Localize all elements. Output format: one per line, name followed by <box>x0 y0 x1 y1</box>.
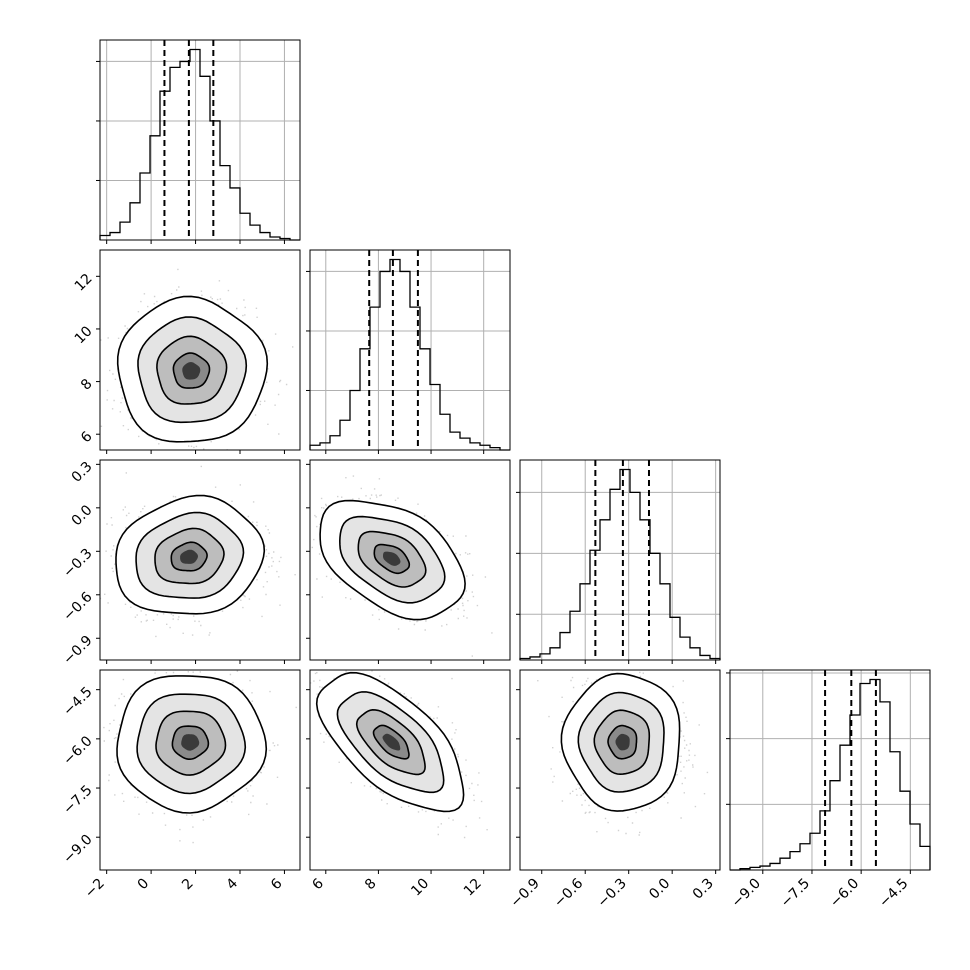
contour-line <box>372 724 410 760</box>
contour-line <box>115 494 266 615</box>
contour-line <box>319 499 466 621</box>
contour-line <box>170 541 208 572</box>
pair-panel-0-2 <box>96 459 301 664</box>
density-core <box>615 733 630 751</box>
x-tick-label: 0 <box>135 876 153 894</box>
histogram-step <box>99 48 300 241</box>
pair-panel-0-1 <box>96 249 301 454</box>
y-tick-label: 8 <box>78 376 96 394</box>
panel-frame <box>99 39 301 241</box>
contour-line <box>315 671 465 813</box>
density-core <box>182 362 201 380</box>
panel-frame <box>99 459 301 661</box>
y-tick-label: 0.3 <box>69 459 96 486</box>
contour-line <box>172 352 211 389</box>
histogram-step <box>730 678 931 871</box>
contour-line <box>338 515 446 604</box>
contour-line <box>336 691 445 794</box>
y-tick-label: 0.0 <box>69 502 96 529</box>
x-tick-label: −0.6 <box>551 875 586 910</box>
contour-line <box>136 693 247 795</box>
panel-frame <box>99 249 301 451</box>
x-tick-label: 10 <box>408 876 432 900</box>
marginal-panel-1 <box>306 249 511 454</box>
contour-line <box>154 527 225 585</box>
density-core <box>383 551 401 566</box>
panel-frame <box>729 669 931 871</box>
x-tick-label: 8 <box>362 876 380 894</box>
pair-panel-1-2 <box>306 459 511 664</box>
x-tick-label: −6.0 <box>827 876 862 911</box>
panel-frame <box>519 459 721 661</box>
panel-frame <box>309 249 511 451</box>
x-tick-label: 0.0 <box>646 876 673 903</box>
pair-panel-0-3 <box>96 669 301 874</box>
contour-line <box>373 543 411 575</box>
contour-line <box>135 511 245 599</box>
pair-content <box>100 465 296 638</box>
panel-frame <box>519 669 721 871</box>
contour-line <box>593 709 651 776</box>
y-tick-label: −0.9 <box>60 633 95 668</box>
y-tick-label: 10 <box>72 323 96 347</box>
pair-content <box>100 268 294 450</box>
density-core <box>180 549 198 564</box>
density-core <box>382 733 401 751</box>
contour-line <box>355 708 426 776</box>
contour-line <box>607 724 638 760</box>
x-tick-label: 6 <box>268 875 286 893</box>
histogram-step <box>309 258 510 451</box>
contour-line <box>155 710 227 776</box>
x-tick-label: −2 <box>82 876 108 902</box>
x-tick-label: −4.5 <box>876 876 911 911</box>
x-tick-label: 12 <box>461 876 485 900</box>
pair-content <box>103 670 297 844</box>
contour-line <box>137 316 248 424</box>
panel-frame <box>99 669 301 871</box>
contour-line <box>560 672 681 812</box>
pair-content <box>310 670 488 839</box>
contour-line <box>171 725 210 760</box>
marginal-panel-3 <box>726 669 931 874</box>
pair-content <box>537 670 709 836</box>
x-tick-label: −7.5 <box>778 876 813 911</box>
y-tick-label: −0.3 <box>60 546 95 581</box>
y-tick-label: −7.5 <box>60 782 95 817</box>
x-tick-label: 2 <box>179 876 197 894</box>
panel-frame <box>309 459 511 661</box>
pair-content <box>311 475 493 657</box>
pair-panel-1-3 <box>306 669 511 874</box>
y-tick-label: −6.0 <box>60 733 95 768</box>
panel-frame <box>309 669 511 871</box>
x-tick-label: −9.0 <box>729 876 764 911</box>
marginal-panel-2 <box>516 459 721 664</box>
pair-panel-2-3 <box>516 669 721 874</box>
contour-line <box>156 335 228 405</box>
x-tick-label: −0.9 <box>508 876 543 911</box>
histogram-step <box>519 468 721 660</box>
x-tick-label: 4 <box>224 875 242 893</box>
y-tick-label: −0.6 <box>60 589 95 624</box>
y-tick-label: 6 <box>78 428 96 446</box>
x-tick-label: 6 <box>309 875 327 893</box>
contour-line <box>116 295 269 443</box>
contour-line <box>577 691 665 793</box>
y-tick-label: −4.5 <box>60 684 95 719</box>
x-tick-label: −0.3 <box>595 876 630 911</box>
contour-line <box>357 530 427 588</box>
y-tick-label: 12 <box>72 271 96 295</box>
density-core <box>181 734 200 751</box>
x-tick-label: 0.3 <box>690 876 717 903</box>
y-tick-label: −9.0 <box>60 832 95 867</box>
contour-line <box>116 675 268 814</box>
marginal-panel-0 <box>96 39 301 244</box>
